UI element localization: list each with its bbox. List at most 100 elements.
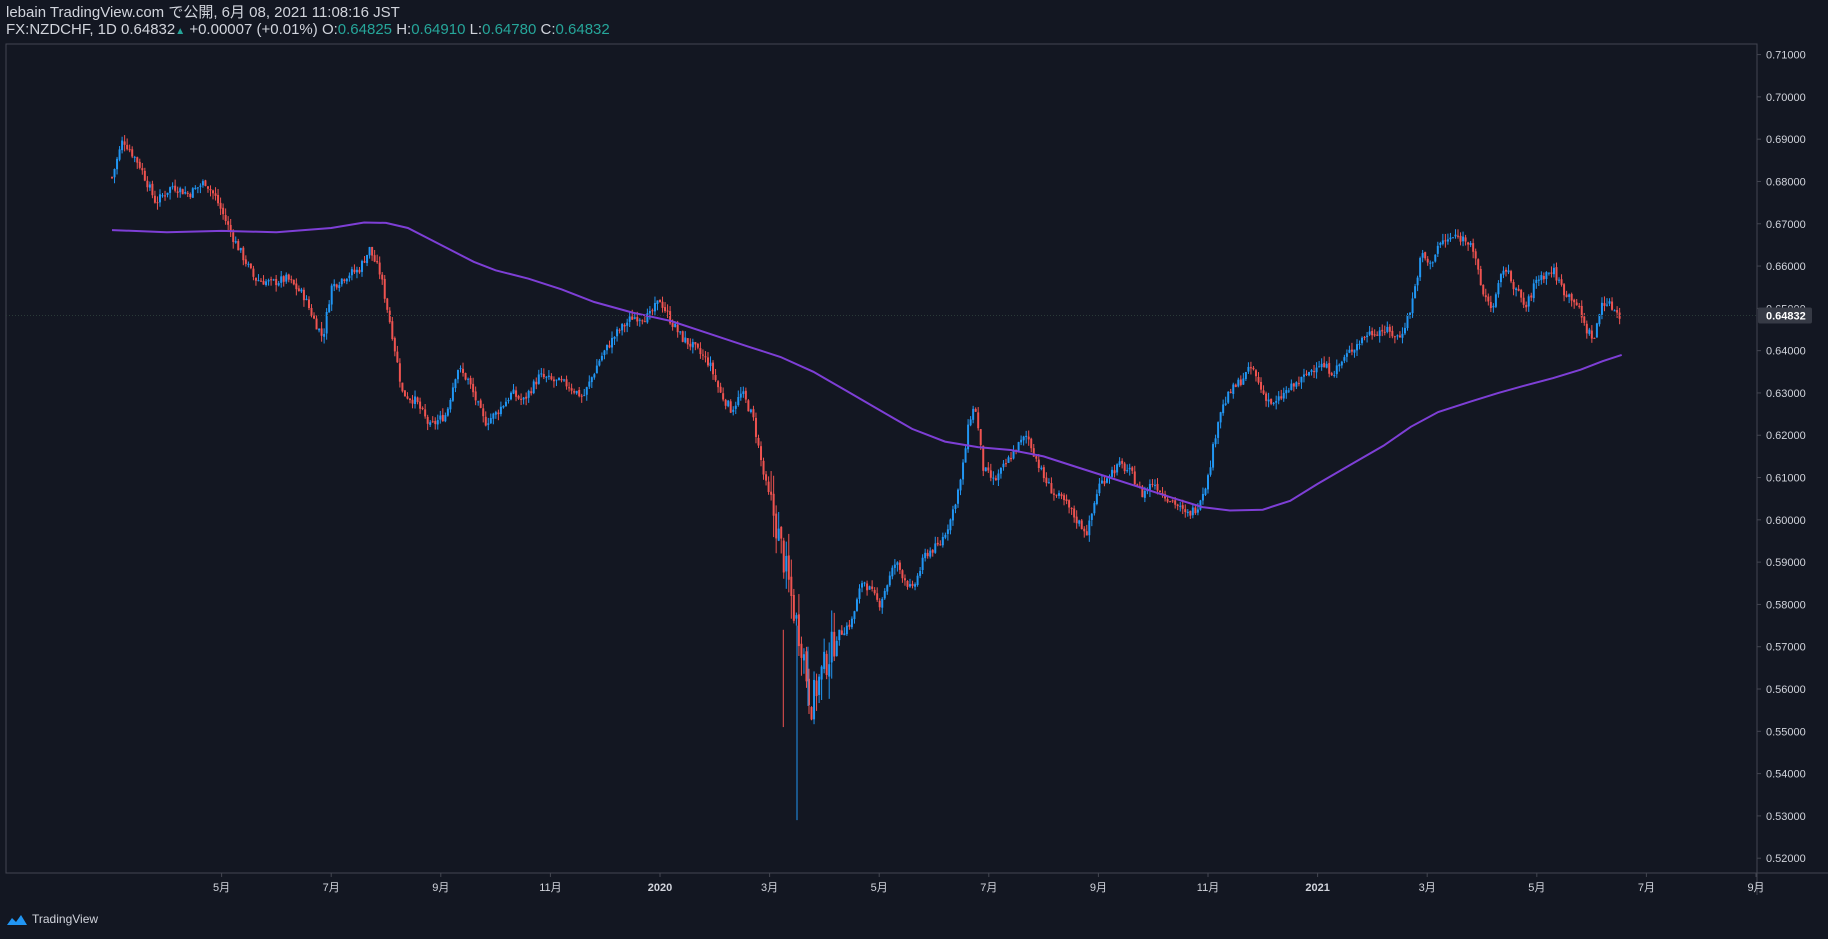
candle-body <box>1017 442 1020 451</box>
candle-body <box>257 280 260 282</box>
candle-body <box>1345 353 1348 357</box>
change-value: +0.00007 (+0.01%) <box>189 21 318 38</box>
candle-body <box>1585 323 1588 334</box>
candle-body <box>1186 511 1189 514</box>
candle-body <box>646 313 649 323</box>
candle-body <box>1295 382 1298 387</box>
moving-average-line <box>111 221 1623 512</box>
candle-body <box>1361 337 1364 344</box>
low-label: L: <box>469 21 483 38</box>
candle-body <box>1393 336 1396 338</box>
candle-body <box>1530 295 1533 298</box>
candle-body <box>881 598 884 608</box>
candle-body <box>830 631 833 663</box>
candle-body <box>757 437 760 446</box>
symbol-label[interactable]: FX:NZDCHF, 1D <box>6 21 117 38</box>
candle-body <box>439 415 442 420</box>
candle-body <box>295 283 298 290</box>
candle-body <box>1474 251 1477 259</box>
candle-body <box>1371 330 1374 336</box>
candle-body <box>234 241 237 243</box>
candle-body <box>1403 327 1406 334</box>
candle-body <box>891 567 894 577</box>
candle-body <box>1411 298 1414 314</box>
candle-body <box>1378 330 1381 336</box>
candle-body <box>1088 520 1091 536</box>
candle-body <box>265 281 268 286</box>
candle-body <box>820 666 823 680</box>
candle-body <box>1292 383 1295 387</box>
x-tick-label: 2020 <box>648 882 672 894</box>
candle-body <box>1542 275 1545 280</box>
candle-body <box>1499 274 1502 283</box>
candle-body <box>1227 391 1230 403</box>
candle-body <box>143 170 146 181</box>
candle-body <box>1161 492 1164 494</box>
candle-body <box>1578 305 1581 307</box>
candle-body <box>1540 275 1543 281</box>
candle-body <box>179 188 182 193</box>
candle-body <box>1552 267 1555 275</box>
footer-branding[interactable]: TradingView <box>6 912 98 926</box>
candle-body <box>499 406 502 415</box>
candle-body <box>1330 373 1333 376</box>
candle-body <box>1588 329 1591 334</box>
candle-body <box>1350 349 1353 352</box>
candle-body <box>911 583 914 586</box>
candle-body <box>1590 330 1593 339</box>
y-tick-label: 0.69000 <box>1766 134 1806 146</box>
candle-body <box>199 185 202 187</box>
candle-body <box>449 399 452 410</box>
candle-body <box>196 187 199 189</box>
candle-body <box>914 584 917 587</box>
candle-body <box>722 393 725 400</box>
candle-body <box>782 540 785 573</box>
candle-body <box>1032 448 1035 457</box>
candle-body <box>706 357 709 366</box>
candle-body <box>1207 475 1209 490</box>
last-price-tag: 0.64832 <box>1758 307 1812 324</box>
candle-body <box>611 337 614 348</box>
candle-body <box>1308 372 1311 376</box>
candle-body <box>416 397 419 403</box>
candle-body <box>1025 435 1028 437</box>
candle-body <box>1133 471 1136 485</box>
candle-body <box>1396 335 1399 337</box>
candle-body <box>1111 469 1114 477</box>
candle-body <box>1169 501 1172 503</box>
candle-body <box>1507 270 1510 273</box>
candle-body <box>363 261 366 263</box>
candle-body <box>1388 326 1391 332</box>
candle-body <box>305 298 308 300</box>
candle-body <box>1603 303 1606 306</box>
candle-body <box>419 401 422 409</box>
candle-body <box>1083 528 1086 532</box>
candle-body <box>1201 493 1204 501</box>
candle-body <box>540 373 543 375</box>
candle-body <box>254 277 257 281</box>
candle-body <box>411 399 414 404</box>
candle-body <box>302 289 305 301</box>
candle-body <box>1199 500 1202 510</box>
price-axis[interactable]: 0.71000 0.70000 0.69000 0.68000 0.67000 0.660… <box>1757 50 1806 866</box>
candle-body <box>371 246 374 256</box>
candle-body <box>1260 381 1263 390</box>
candle-body <box>217 195 220 204</box>
candle-body <box>1090 513 1093 520</box>
candle-body <box>1244 371 1247 379</box>
candle-body <box>184 192 187 194</box>
candle-body <box>570 388 573 391</box>
candle-body <box>136 157 139 163</box>
candle-body <box>1515 288 1518 290</box>
time-axis[interactable]: 5月 7月 9月 11月 2020 3月 5月 7月 9月 11月 2021 3月 5月 7月 9月 <box>213 873 1765 894</box>
candle-body <box>1280 396 1283 399</box>
candle-body <box>1429 262 1432 264</box>
candle-body <box>1484 295 1487 298</box>
candle-body <box>401 382 404 392</box>
candle-body <box>1022 436 1025 441</box>
candle-body <box>436 420 439 425</box>
candle-body <box>280 276 283 283</box>
candle-body <box>1065 499 1068 502</box>
candle-body <box>1600 302 1603 315</box>
